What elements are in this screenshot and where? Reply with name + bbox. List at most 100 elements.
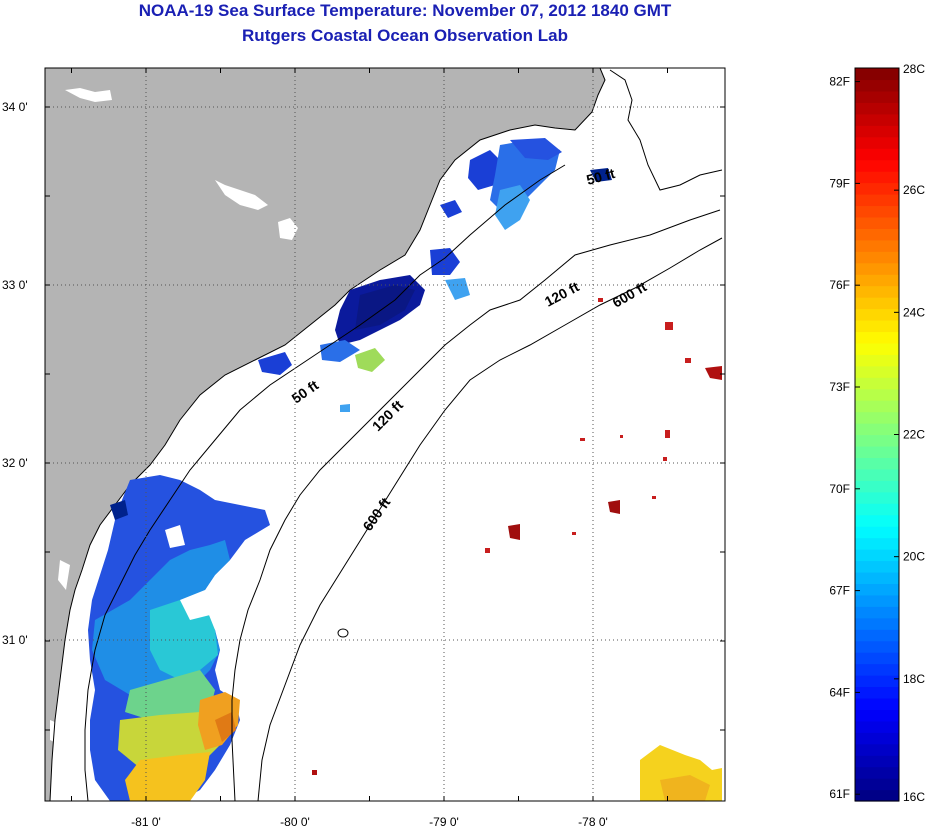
colorbar-ticks	[855, 67, 899, 802]
lon-label: -78 0'	[578, 815, 608, 829]
lon-label: -79 0'	[429, 815, 459, 829]
colorbar-swatch	[855, 468, 899, 481]
lat-label: 34 0'	[2, 100, 28, 114]
lake	[50, 720, 62, 745]
colorbar-swatch	[855, 216, 899, 229]
lake	[65, 88, 112, 102]
isobath-120ft	[231, 209, 721, 801]
colorbar-swatch	[855, 434, 899, 447]
colorbar-swatch	[855, 388, 899, 401]
map-frame	[44, 67, 726, 802]
colorbar-swatch	[855, 640, 899, 653]
lake	[278, 218, 298, 240]
lat-label: 31 0'	[2, 633, 28, 647]
colorbar-celsius-label: 20C	[903, 550, 925, 564]
colorbar-swatch	[855, 411, 899, 424]
colorbar-swatch	[855, 68, 899, 81]
colorbar-swatch	[855, 148, 899, 161]
colorbar-swatch	[855, 709, 899, 722]
colorbar-swatch	[855, 182, 899, 195]
lake	[215, 180, 268, 210]
colorbar-fahrenheit-label: 70F	[829, 482, 850, 496]
colorbar-swatch	[855, 251, 899, 264]
colorbar-celsius-label: 22C	[903, 428, 925, 442]
colorbar-swatch	[855, 514, 899, 527]
colorbar-swatch	[855, 297, 899, 310]
colorbar-swatch	[855, 354, 899, 367]
colorbar-fahrenheit-label: 82F	[829, 75, 850, 89]
axis-ticks	[45, 68, 725, 801]
colorbar-swatch	[855, 491, 899, 504]
colorbar-swatch	[855, 239, 899, 252]
colorbar-fahrenheit-label: 61F	[829, 787, 850, 801]
colorbar-swatch	[855, 652, 899, 665]
colorbar-swatch	[855, 365, 899, 378]
colorbar-swatch	[855, 594, 899, 607]
colorbar-swatch	[855, 90, 899, 103]
isobath-50ft	[84, 164, 566, 801]
colorbar-celsius-label: 16C	[903, 790, 925, 804]
colorbar-swatch	[855, 743, 899, 756]
colorbar-swatch	[855, 445, 899, 459]
colorbar-swatch	[855, 457, 899, 470]
colorbar-fahrenheit-label: 67F	[829, 584, 850, 598]
colorbar-celsius-label: 26C	[903, 183, 925, 197]
colorbar-swatch	[855, 755, 899, 768]
contour-label: 50 ft	[585, 165, 617, 188]
colorbar-celsius-label: 28C	[903, 62, 925, 76]
colorbar-swatch	[855, 319, 899, 333]
colorbar-fahrenheit-label: 64F	[829, 685, 850, 699]
colorbar-swatch	[855, 342, 899, 355]
colorbar-celsius-label: 24C	[903, 305, 925, 319]
colorbar-swatch	[855, 79, 899, 92]
colorbar-swatch	[855, 274, 899, 287]
coastline-cape	[609, 69, 723, 191]
isobath-600ft	[257, 237, 723, 801]
colorbar-swatch	[855, 228, 899, 241]
graticule	[45, 68, 725, 801]
colorbar-swatch	[855, 308, 899, 321]
colorbar-swatch	[855, 193, 899, 207]
colorbar-swatch	[855, 560, 899, 573]
colorbar-swatch	[855, 503, 899, 516]
colorbar-swatch	[855, 480, 899, 493]
colorbar-fahrenheit-label: 73F	[829, 380, 850, 394]
colorbar-fahrenheit-label: 76F	[829, 278, 850, 292]
colorbar-swatch	[855, 526, 899, 539]
colorbar-swatch	[855, 537, 899, 550]
lon-label: -80 0'	[280, 815, 310, 829]
chart-subtitle: Rutgers Coastal Ocean Observation Lab	[242, 26, 568, 45]
lat-label: 32 0'	[2, 456, 28, 470]
colorbar-swatch	[855, 205, 899, 218]
colorbar-celsius-label: 18C	[903, 672, 925, 686]
colorbar-swatches	[855, 68, 899, 802]
colorbar-swatch	[855, 675, 899, 688]
lon-label: -81 0'	[131, 815, 161, 829]
lake	[58, 560, 70, 590]
colorbar-swatch	[855, 102, 899, 115]
colorbar-swatch	[855, 697, 899, 710]
colorbar-swatch	[855, 423, 899, 436]
colorbar-swatch	[855, 400, 899, 413]
isobath-ring	[337, 628, 349, 638]
land-area	[45, 68, 605, 801]
colorbar-swatch	[855, 789, 899, 802]
chart-title: NOAA-19 Sea Surface Temperature: Novembe…	[138, 1, 672, 20]
colorbar-swatch	[855, 606, 899, 619]
colorbar-swatch	[855, 778, 899, 791]
colorbar-swatch	[855, 720, 899, 733]
colorbar-swatch	[855, 732, 899, 745]
colorbar-swatch	[855, 766, 899, 779]
colorbar-swatch	[855, 285, 899, 298]
lat-label: 33 0'	[2, 278, 28, 292]
sst-data-patches	[88, 138, 722, 801]
colorbar-swatch	[855, 377, 899, 390]
colorbar-swatch	[855, 136, 899, 149]
colorbar-swatch	[855, 159, 899, 172]
colorbar-swatch	[855, 663, 899, 676]
colorbar-swatch	[855, 125, 899, 138]
colorbar-swatch	[855, 331, 899, 344]
colorbar-swatch	[855, 571, 899, 584]
